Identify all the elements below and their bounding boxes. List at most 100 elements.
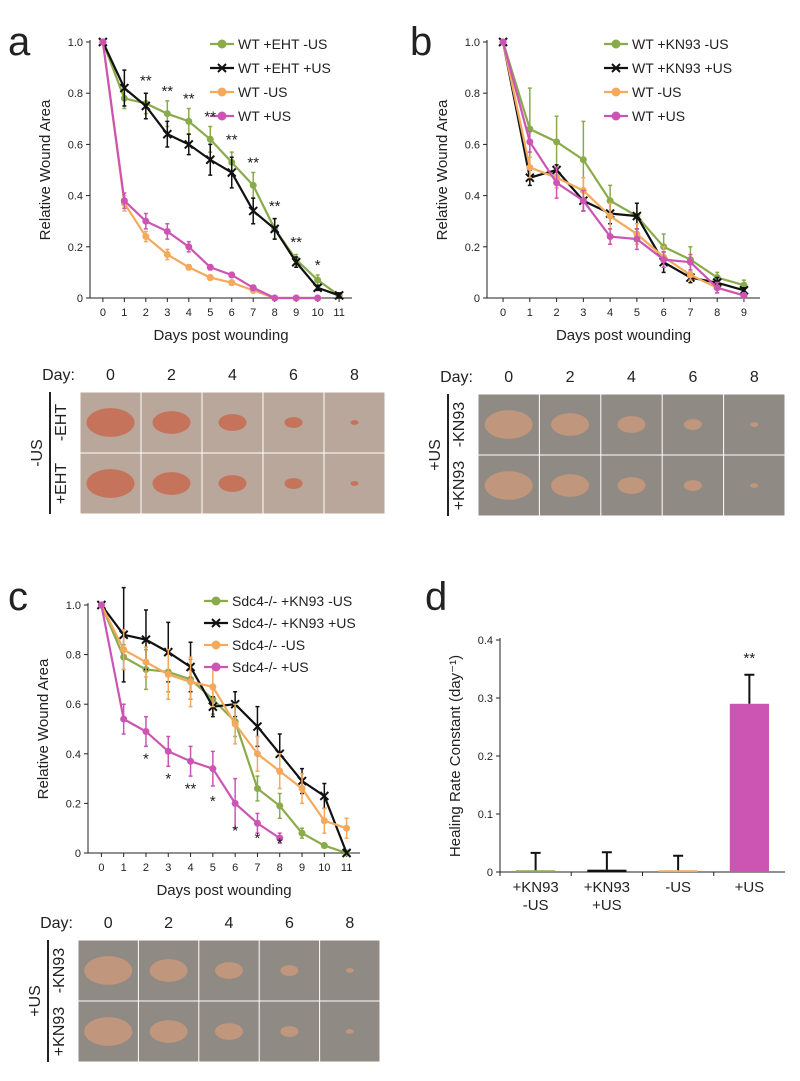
legend-label: WT +EHT -US: [238, 36, 327, 52]
data-point: [276, 802, 284, 810]
wound: [683, 419, 702, 430]
wound: [149, 1020, 188, 1043]
data-point: [526, 125, 534, 133]
data-point: [142, 217, 150, 225]
wound: [218, 414, 247, 431]
data-point: [314, 276, 322, 284]
y-axis-label: Relative Wound Area: [37, 99, 54, 240]
x-tick-label: 0: [98, 862, 104, 874]
x-tick-label: 2: [554, 307, 560, 319]
legend-marker: [611, 111, 621, 121]
data-point: [164, 670, 172, 678]
data-point: [163, 110, 171, 118]
y-tick-label: 0.4: [465, 191, 480, 203]
x-tick-label: +US: [735, 879, 765, 896]
wound: [750, 483, 759, 488]
data-point: [253, 819, 261, 827]
x-tick-label: 11: [333, 307, 344, 319]
significance: **: [247, 154, 259, 171]
data-point: [141, 101, 151, 111]
wound: [350, 481, 359, 486]
x-axis-label: Days post wounding: [153, 327, 288, 344]
panel-label: a: [8, 20, 31, 64]
x-tick-label: +KN93: [512, 879, 558, 896]
x-tick-label: +US: [592, 897, 622, 914]
y-tick-label: 0: [474, 293, 480, 305]
data-point: [334, 290, 344, 301]
legend-marker: [611, 63, 621, 73]
significance: **: [183, 90, 195, 107]
significance: **: [161, 83, 173, 100]
day-label: Day:: [40, 915, 73, 932]
data-point: [231, 720, 239, 728]
legend-label: WT +KN93 +US: [632, 60, 732, 76]
y-tick-label: 0.4: [66, 749, 81, 761]
day-value: 8: [345, 915, 354, 932]
data-point: [142, 658, 150, 666]
data-point: [253, 785, 261, 793]
data-point: [248, 206, 258, 216]
legend-label: Sdc4-/- +KN93 -US: [232, 593, 352, 609]
data-point: [579, 156, 587, 164]
legend-label: Sdc4-/- +US: [232, 659, 309, 675]
day-value: 0: [104, 915, 113, 932]
data-point: [228, 279, 236, 287]
data-point: [231, 799, 239, 807]
data-point: [499, 38, 507, 46]
significance: **: [290, 234, 302, 251]
day-value: 2: [566, 369, 575, 386]
data-point: [291, 257, 301, 267]
x-tick-label: 1: [527, 307, 533, 319]
significance: **: [185, 780, 197, 797]
data-point: [526, 163, 534, 171]
wound: [484, 410, 533, 439]
legend-marker: [611, 87, 621, 97]
x-tick-label: 11: [341, 862, 352, 874]
x-tick-label: 3: [165, 862, 171, 874]
x-tick-label: 2: [143, 862, 149, 874]
series-line: [501, 41, 745, 292]
data-point: [686, 258, 694, 266]
x-tick-label: 7: [250, 307, 256, 319]
significance: **: [226, 131, 238, 148]
data-point: [298, 829, 306, 837]
data-point: [142, 727, 150, 735]
bar: [729, 703, 769, 872]
wound: [551, 413, 590, 436]
series-line: [101, 41, 340, 297]
wound: [280, 965, 299, 976]
row-label: +KN93: [451, 461, 468, 510]
day-value: 2: [164, 915, 173, 932]
x-tick-label: 9: [293, 307, 299, 319]
wound: [215, 1023, 243, 1040]
data-point: [120, 197, 128, 205]
day-value: 2: [167, 367, 176, 384]
data-point: [163, 227, 171, 235]
series-line: [100, 604, 347, 855]
data-point: [120, 646, 128, 654]
data-point: [206, 263, 214, 271]
x-tick-label: 10: [318, 862, 330, 874]
wound: [345, 968, 354, 973]
data-point: [526, 138, 534, 146]
series-line: [501, 41, 745, 297]
x-tick-label: 2: [143, 307, 149, 319]
row-label: -KN93: [51, 948, 68, 993]
data-point: [314, 294, 322, 302]
data-point: [553, 138, 561, 146]
bar: [658, 870, 698, 872]
x-tick-label: 8: [272, 307, 278, 319]
x-tick-label: 6: [661, 307, 667, 319]
x-tick-label: 3: [164, 307, 170, 319]
bar: [516, 870, 556, 872]
legend-marker: [217, 87, 227, 97]
series-line: [100, 604, 347, 830]
x-tick-label: 6: [232, 862, 238, 874]
series-line: [501, 41, 745, 297]
y-tick-label: 0.2: [478, 751, 493, 763]
y-tick-label: 1.0: [68, 37, 83, 49]
data-point: [209, 683, 217, 691]
wound: [683, 480, 702, 491]
x-tick-label: 7: [254, 862, 260, 874]
data-point: [686, 271, 694, 279]
